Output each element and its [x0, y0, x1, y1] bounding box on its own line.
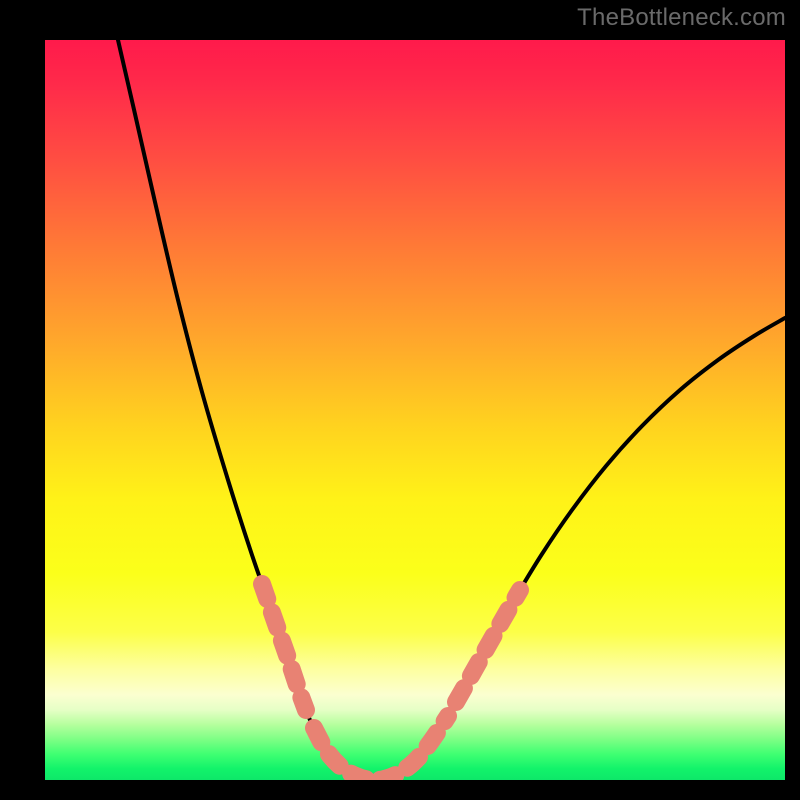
watermark-text: TheBottleneck.com [577, 4, 786, 32]
chart-container: TheBottleneck.com [0, 0, 800, 800]
plot-background [45, 40, 785, 780]
bottleneck-chart-svg [0, 0, 800, 800]
